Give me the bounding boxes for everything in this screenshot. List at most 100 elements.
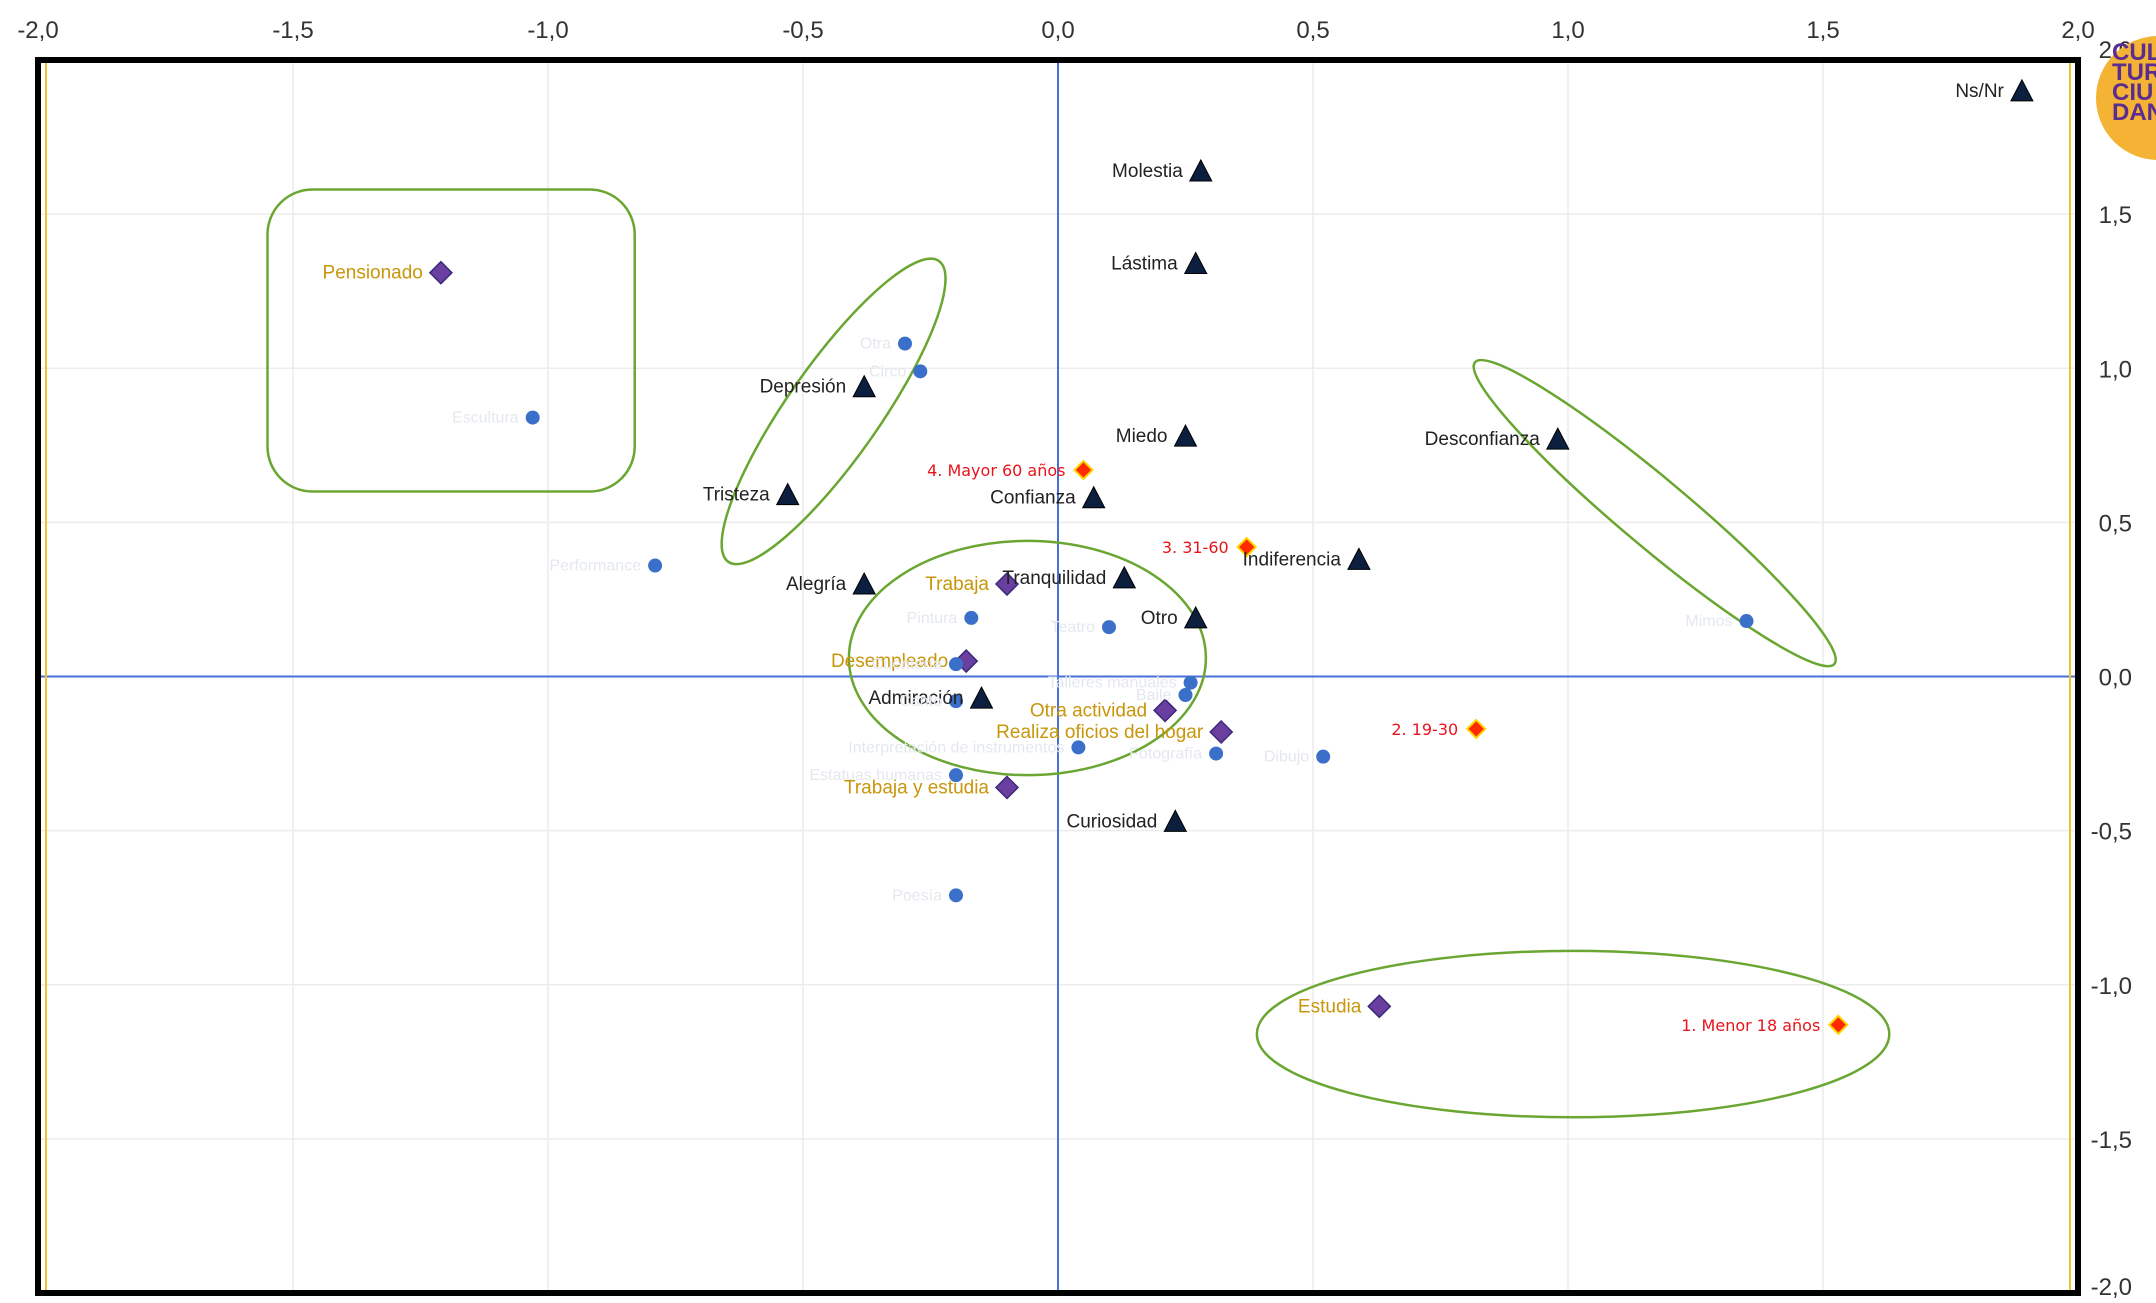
point-label: Circo [869, 363, 906, 380]
point-label: Otro [1141, 608, 1178, 629]
point-label: Dibujo [1264, 749, 1309, 766]
x-tick-label: 2,0 [2061, 17, 2094, 44]
triangle-marker [775, 482, 800, 506]
diamond-marker [1153, 698, 1178, 723]
point-label: Tranquilidad [1002, 568, 1106, 589]
circle-marker [949, 888, 963, 903]
point-label: Estudia [1298, 996, 1362, 1017]
circle-marker [1102, 620, 1116, 635]
point-label: 1. Menor 18 años [1681, 1016, 1820, 1035]
point-label: Trabaja y estudia [844, 777, 989, 798]
point-label: Escultura [452, 410, 519, 427]
diamond-marker [994, 775, 1020, 800]
triangle-marker [969, 685, 994, 709]
triangle-marker [1188, 158, 1213, 182]
circle-marker [1739, 614, 1754, 629]
y-tick-label: 0,0 [2099, 665, 2132, 692]
point-label: Molestia [1112, 161, 1183, 182]
circle-marker [648, 558, 663, 573]
point-label: Otra [860, 336, 891, 353]
x-tick-label: 0,5 [1296, 17, 1329, 44]
point-label: Ns/Nr [1955, 81, 2004, 102]
triangle-marker [852, 571, 877, 595]
point-label: Cuentería [872, 656, 942, 673]
point-label: 4. Mayor 60 años [927, 461, 1065, 480]
age-diamond-marker [1465, 718, 1487, 740]
age-diamond-marker [1827, 1014, 1849, 1036]
y-tick-label: -1,0 [2091, 973, 2132, 1000]
y-tick-label: 1,5 [2099, 202, 2132, 229]
logo-text-line: CUL [2112, 39, 2156, 66]
point-label: 3. 31-60 [1162, 538, 1229, 557]
point-label: Realiza oficios del hogar [996, 722, 1204, 743]
tick-labels: -2,0 -1,5 -1,0 -0,5 0,0 0,5 1,0 1,5 2,02,01,51,0… [17, 17, 2132, 1301]
triangle-marker [1545, 427, 1570, 450]
point-label: Baile [1136, 687, 1172, 704]
circle-marker [898, 336, 912, 351]
triangle-marker [1347, 547, 1371, 570]
circle-marker [949, 768, 963, 783]
triangle-marker [1163, 809, 1188, 832]
point-label: Miedo [1116, 426, 1168, 447]
data-points [428, 78, 2034, 1036]
point-label: Canto [899, 693, 942, 710]
circle-marker [964, 610, 979, 625]
point-label: Trabaja [925, 574, 989, 595]
point-label: Mimos [1685, 613, 1732, 630]
point-label: Talleres manuales [1048, 675, 1177, 692]
point-label: Desempleado [831, 651, 948, 672]
diamond-marker [1209, 719, 1234, 745]
y-tick-label: -0,5 [2091, 819, 2132, 846]
cluster-ellipses [266, 188, 1891, 1119]
circle-marker [949, 694, 963, 709]
zero-axes [38, 60, 2078, 1293]
point-label: Pensionado [323, 263, 423, 284]
point-label: Fotografía [1129, 746, 1202, 763]
circle-marker [1178, 687, 1193, 702]
point-label: Admiración [868, 688, 963, 709]
point-label: Alegría [786, 574, 847, 595]
point-label: Poesía [892, 887, 942, 904]
triangle-marker [1183, 605, 1208, 629]
x-tick-label: -0,5 [782, 17, 823, 44]
logo-badge [2096, 36, 2156, 160]
triangle-marker [1173, 423, 1198, 447]
point-label: Depresión [760, 377, 847, 398]
circle-marker [949, 657, 963, 672]
diamond-marker [428, 260, 453, 285]
y-tick-label: -1,5 [2091, 1127, 2132, 1154]
x-tick-label: 1,5 [1806, 17, 1839, 44]
circle-marker [913, 364, 928, 379]
y-tick-label: -2,0 [2091, 1274, 2132, 1301]
age-diamond-marker [1236, 536, 1258, 558]
point-label: Tristeza [703, 485, 770, 506]
cluster-ellipse [1255, 949, 1891, 1119]
cluster-ellipse [720, 257, 947, 566]
x-tick-label: -1,0 [527, 17, 568, 44]
point-label: Desconfianza [1425, 429, 1541, 450]
triangle-marker [2010, 78, 2034, 102]
point-label: 2. 19-30 [1391, 720, 1458, 739]
circle-marker [1183, 675, 1198, 690]
diamond-marker [994, 571, 1020, 597]
cluster-outline [266, 188, 636, 493]
cluster-ellipse [1472, 358, 1837, 668]
point-label: Confianza [990, 488, 1076, 509]
triangle-marker [852, 374, 877, 398]
logo-text-line: CIU [2112, 79, 2153, 106]
x-tick-label: 1,0 [1551, 17, 1584, 44]
triangle-marker [1081, 485, 1106, 509]
point-label: Interpretación de instrumentos [848, 739, 1064, 756]
x-tick-label: -1,5 [272, 17, 313, 44]
point-label: Otra actividad [1030, 700, 1147, 721]
point-label: Indiferencia [1243, 549, 1342, 570]
logo-text-line: DAN [2112, 99, 2156, 126]
logo-text-line: TUR [2112, 59, 2156, 86]
point-label: Curiosidad [1066, 811, 1157, 832]
point-labels: Ns/Nr Molestia Lástima Depresión Miedo Descon… [323, 81, 2005, 1035]
triangle-marker [1112, 565, 1137, 589]
y-tick-label: 1,0 [2099, 356, 2132, 383]
triangle-marker [1183, 251, 1208, 274]
